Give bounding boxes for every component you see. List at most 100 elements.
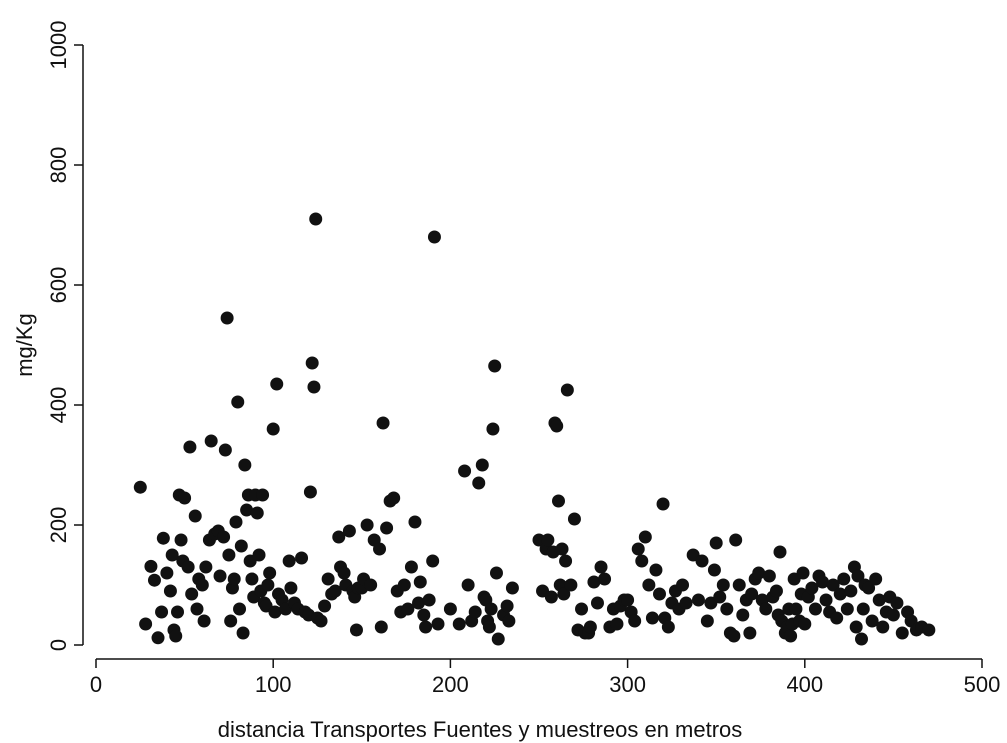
y-tick-label: 600 <box>46 267 71 304</box>
data-point <box>865 614 879 628</box>
data-point <box>872 593 886 607</box>
y-axis-ticks: 0 200 400 600 800 1000 <box>46 21 83 651</box>
data-point <box>188 509 202 523</box>
data-point <box>849 620 863 634</box>
data-point <box>855 632 869 646</box>
data-point <box>796 566 810 580</box>
data-point <box>890 596 904 610</box>
data-point <box>307 380 321 394</box>
data-point <box>233 602 247 616</box>
data-point <box>732 578 746 592</box>
data-point <box>679 596 693 610</box>
data-point <box>837 572 851 586</box>
data-point <box>869 572 883 586</box>
data-point <box>174 533 188 547</box>
data-point <box>713 590 727 604</box>
data-point <box>422 593 436 607</box>
data-point <box>222 548 236 562</box>
data-point <box>488 359 502 373</box>
data-point <box>621 593 635 607</box>
data-point <box>773 545 787 559</box>
data-point <box>560 383 574 397</box>
data-point <box>798 617 812 631</box>
data-point <box>284 581 298 595</box>
data-point <box>266 422 280 436</box>
data-point <box>638 530 652 544</box>
data-point <box>364 578 378 592</box>
data-point <box>700 614 714 628</box>
data-point <box>217 530 231 544</box>
data-point <box>268 605 282 619</box>
data-point <box>833 587 847 601</box>
data-point <box>374 620 388 634</box>
data-point <box>373 542 387 556</box>
x-tick-label: 500 <box>964 672 1001 697</box>
data-point <box>151 631 165 645</box>
data-point <box>555 542 569 556</box>
data-point <box>139 617 153 631</box>
data-point <box>631 542 645 556</box>
data-point <box>185 587 199 601</box>
data-point <box>652 587 666 601</box>
data-point <box>752 566 766 580</box>
y-axis-label: mg/Kg <box>12 313 37 377</box>
data-point <box>413 575 427 589</box>
data-point <box>743 626 757 640</box>
data-point <box>229 515 243 529</box>
data-point <box>816 575 830 589</box>
data-point <box>408 515 422 529</box>
data-point <box>559 554 573 568</box>
data-point <box>461 578 475 592</box>
data-point <box>250 506 264 520</box>
data-point <box>181 560 195 574</box>
data-point <box>789 602 803 616</box>
data-point <box>427 230 441 244</box>
data-point <box>784 629 798 643</box>
data-point <box>475 458 489 472</box>
data-point <box>489 566 503 580</box>
x-tick-label: 200 <box>432 672 469 697</box>
data-point <box>270 377 284 391</box>
data-point <box>709 536 723 550</box>
data-point <box>337 566 351 580</box>
data-point <box>876 620 890 634</box>
data-point <box>204 434 218 448</box>
data-point <box>380 521 394 535</box>
data-point <box>500 599 514 613</box>
data-point <box>720 602 734 616</box>
data-point <box>762 569 776 583</box>
data-point <box>727 629 741 643</box>
data-point <box>234 539 248 553</box>
data-point <box>551 494 565 508</box>
data-point <box>443 602 457 616</box>
data-point <box>397 578 411 592</box>
data-point <box>252 548 266 562</box>
data-point <box>557 587 571 601</box>
data-point <box>190 602 204 616</box>
data-point <box>305 356 319 370</box>
data-point <box>729 533 743 547</box>
data-point <box>376 416 390 430</box>
data-point <box>550 419 564 433</box>
data-point <box>195 578 209 592</box>
data-point <box>303 485 317 499</box>
data-point <box>256 488 270 502</box>
data-point <box>171 605 185 619</box>
data-point <box>360 518 374 532</box>
data-point <box>133 480 147 494</box>
data-point <box>745 587 759 601</box>
data-point <box>583 620 597 634</box>
data-point <box>156 531 170 545</box>
y-tick-label: 1000 <box>46 21 71 70</box>
data-point <box>645 611 659 625</box>
data-point <box>575 602 589 616</box>
data-point <box>594 560 608 574</box>
data-point <box>886 608 900 622</box>
data-point <box>491 632 505 646</box>
x-tick-label: 0 <box>90 672 102 697</box>
data-point <box>564 578 578 592</box>
x-tick-label: 100 <box>255 672 292 697</box>
data-point <box>412 596 426 610</box>
data-point <box>165 548 179 562</box>
data-point <box>245 572 259 586</box>
